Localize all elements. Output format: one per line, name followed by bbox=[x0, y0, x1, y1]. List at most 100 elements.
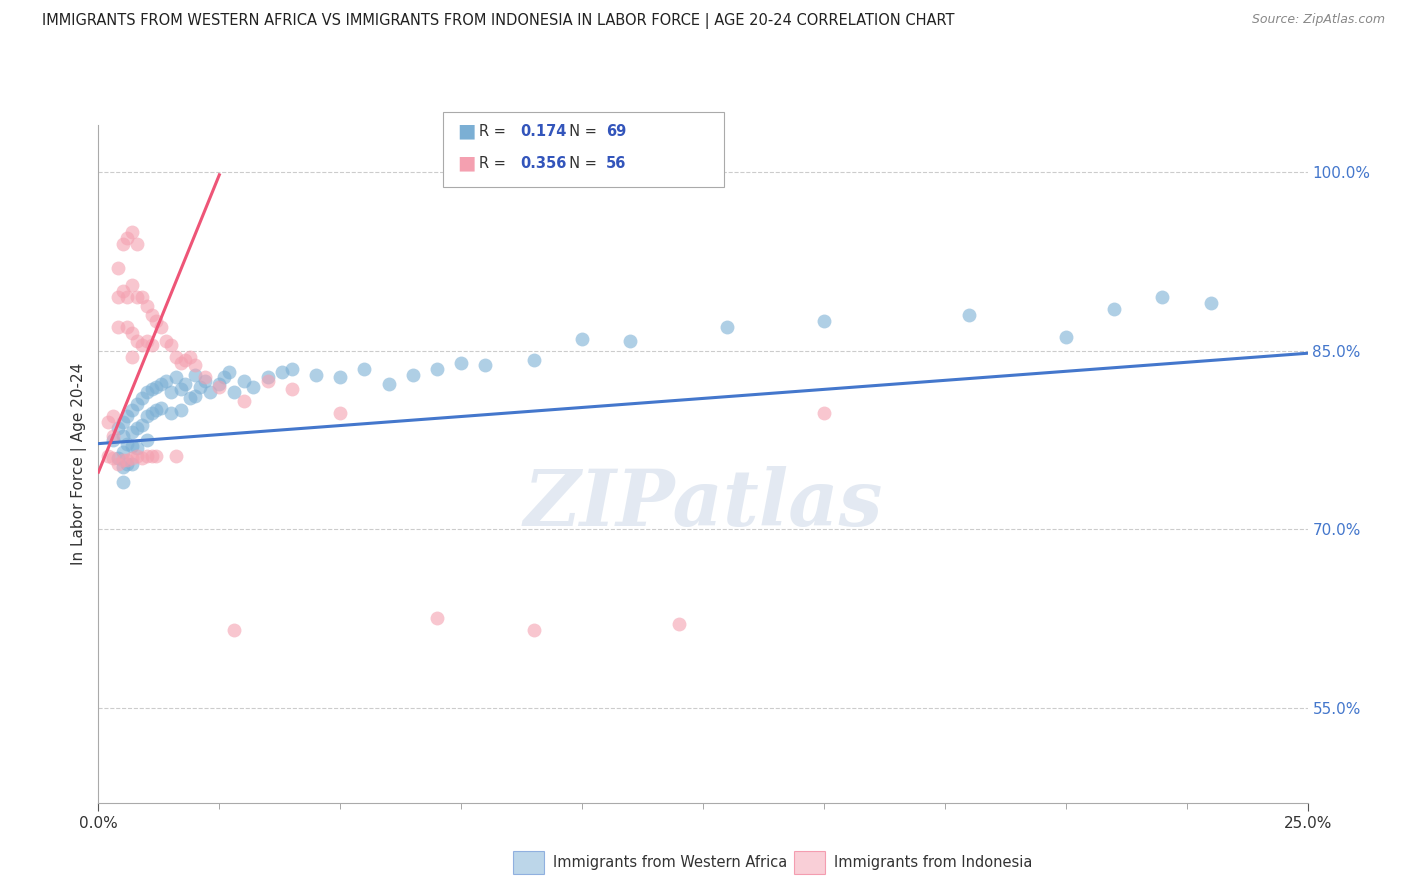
Point bbox=[127, 421, 149, 435]
Point bbox=[523, 624, 546, 638]
Point bbox=[1102, 302, 1125, 317]
Point bbox=[165, 449, 187, 463]
Point bbox=[127, 442, 149, 456]
Point bbox=[111, 460, 134, 475]
Point bbox=[135, 409, 157, 424]
Point bbox=[232, 374, 254, 388]
Point bbox=[131, 338, 153, 352]
Point bbox=[111, 453, 134, 467]
Text: R =: R = bbox=[479, 124, 510, 138]
Point bbox=[426, 611, 449, 625]
Point bbox=[155, 374, 177, 388]
Point bbox=[523, 353, 546, 368]
Point bbox=[107, 320, 129, 334]
Point bbox=[668, 617, 690, 632]
Point bbox=[141, 338, 163, 352]
Point bbox=[145, 449, 167, 463]
Point bbox=[184, 368, 207, 382]
Text: ■: ■ bbox=[457, 153, 475, 173]
Point bbox=[107, 260, 129, 275]
Point bbox=[1199, 296, 1222, 310]
Point bbox=[281, 361, 304, 376]
Point bbox=[174, 353, 197, 368]
Text: Source: ZipAtlas.com: Source: ZipAtlas.com bbox=[1251, 13, 1385, 27]
Point bbox=[194, 370, 217, 384]
Point bbox=[127, 290, 149, 304]
Point bbox=[160, 406, 183, 420]
Point bbox=[1152, 290, 1174, 304]
Point bbox=[121, 450, 143, 465]
Point bbox=[117, 457, 139, 471]
Point bbox=[145, 314, 167, 328]
Point bbox=[131, 417, 153, 432]
Point bbox=[329, 370, 352, 384]
Point bbox=[165, 350, 187, 364]
Point bbox=[198, 385, 221, 400]
Point bbox=[135, 385, 157, 400]
Y-axis label: In Labor Force | Age 20-24: In Labor Force | Age 20-24 bbox=[72, 363, 87, 565]
Point bbox=[127, 397, 149, 411]
Point bbox=[281, 382, 304, 396]
Point bbox=[957, 308, 980, 322]
Point bbox=[1054, 329, 1077, 343]
Text: N =: N = bbox=[560, 156, 602, 170]
Point bbox=[101, 450, 124, 465]
Point bbox=[256, 374, 278, 388]
Point bbox=[222, 385, 245, 400]
Text: Immigrants from Indonesia: Immigrants from Indonesia bbox=[834, 855, 1032, 870]
Point bbox=[212, 370, 235, 384]
Point bbox=[121, 439, 143, 453]
Point bbox=[179, 350, 201, 364]
Point bbox=[121, 225, 143, 239]
Point bbox=[716, 320, 738, 334]
Point bbox=[256, 370, 278, 384]
Point bbox=[305, 368, 328, 382]
Point bbox=[571, 332, 593, 346]
Point bbox=[107, 450, 129, 465]
Point bbox=[353, 361, 375, 376]
Point bbox=[121, 457, 143, 471]
Point bbox=[271, 365, 294, 379]
Point bbox=[426, 361, 449, 376]
Point bbox=[232, 393, 254, 408]
Point bbox=[111, 445, 134, 459]
Point bbox=[117, 436, 139, 450]
Point bbox=[127, 449, 149, 463]
Point bbox=[141, 406, 163, 420]
Point bbox=[121, 326, 143, 340]
Point bbox=[141, 382, 163, 396]
Text: 69: 69 bbox=[606, 124, 626, 138]
Point bbox=[111, 285, 134, 299]
Point bbox=[150, 401, 173, 415]
Text: N =: N = bbox=[560, 124, 602, 138]
Point bbox=[174, 377, 197, 392]
Text: IMMIGRANTS FROM WESTERN AFRICA VS IMMIGRANTS FROM INDONESIA IN LABOR FORCE | AGE: IMMIGRANTS FROM WESTERN AFRICA VS IMMIGR… bbox=[42, 13, 955, 29]
Point bbox=[121, 350, 143, 364]
Point bbox=[208, 379, 231, 393]
Point bbox=[169, 356, 191, 370]
Point bbox=[145, 403, 167, 417]
Point bbox=[222, 624, 245, 638]
Point bbox=[121, 278, 143, 293]
Point bbox=[474, 358, 496, 372]
Point bbox=[101, 433, 124, 447]
Point bbox=[242, 379, 264, 393]
Point bbox=[813, 314, 835, 328]
Text: R =: R = bbox=[479, 156, 510, 170]
Point bbox=[111, 236, 134, 251]
Point bbox=[111, 415, 134, 429]
Point bbox=[135, 299, 157, 313]
Point bbox=[141, 308, 163, 322]
Point bbox=[329, 406, 352, 420]
Text: ZIPatlas: ZIPatlas bbox=[523, 467, 883, 542]
Point bbox=[101, 429, 124, 443]
Point bbox=[165, 370, 187, 384]
Point bbox=[377, 377, 399, 392]
Point bbox=[188, 379, 211, 393]
Text: 0.356: 0.356 bbox=[520, 156, 567, 170]
Point bbox=[97, 415, 120, 429]
Point bbox=[194, 374, 217, 388]
Point bbox=[450, 356, 472, 370]
Point bbox=[111, 429, 134, 443]
Text: 0.174: 0.174 bbox=[520, 124, 567, 138]
